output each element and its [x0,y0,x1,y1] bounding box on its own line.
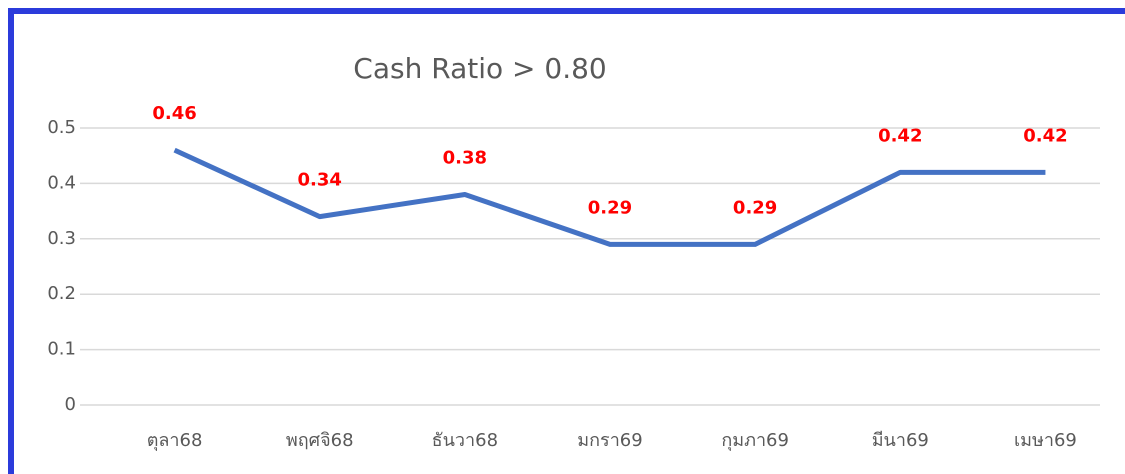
y-tick-label: 0.3 [47,228,76,249]
y-tick-label: 0.4 [47,172,76,193]
value-label: 0.42 [1023,125,1067,146]
x-tick-label: พฤศจิ68 [286,430,354,451]
line [173,147,1046,247]
value-label: 0.46 [152,103,196,124]
y-tick-label: 0.5 [47,117,76,138]
x-tick-label: มกรา69 [577,430,642,451]
value-label: 0.29 [733,197,777,218]
chart-title: Cash Ratio > 0.80 [353,52,606,85]
x-tick-label: มีนา69 [872,430,929,451]
x-tick-label: ตุลา68 [147,430,203,451]
value-label: 0.38 [443,147,487,168]
x-tick-label: เมษา69 [1014,430,1077,451]
value-label: 0.34 [298,170,342,191]
value-label: 0.29 [588,197,632,218]
x-tick-label: กุมภา69 [721,430,789,451]
value-label: 0.42 [878,125,922,146]
y-tick-label: 0 [65,394,76,415]
x-tick-label: ธันวา68 [432,430,498,451]
y-tick-label: 0.2 [47,283,76,304]
y-tick-label: 0.1 [47,339,76,360]
